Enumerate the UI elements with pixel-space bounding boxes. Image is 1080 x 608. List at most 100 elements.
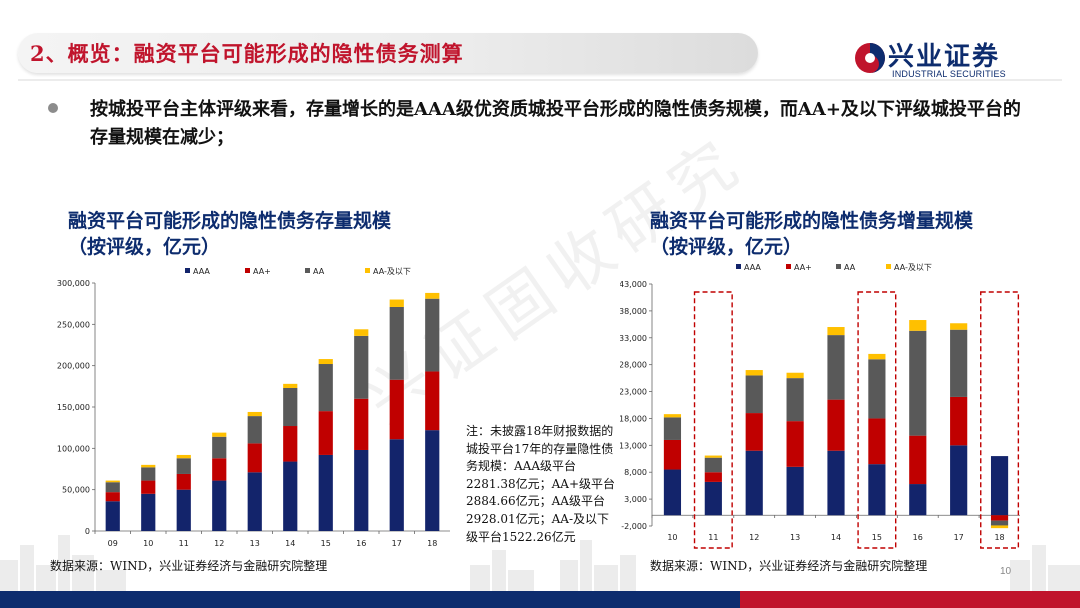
legend-swatch bbox=[786, 264, 791, 269]
bar-AA+-10 bbox=[663, 439, 682, 470]
y-tick-label: 250,000 bbox=[57, 320, 90, 329]
bar-AA-16 bbox=[354, 335, 369, 399]
legend-swatch bbox=[185, 268, 190, 273]
highlight-box bbox=[857, 291, 897, 549]
bar-AAA-10 bbox=[663, 469, 682, 516]
legend-label: AA-及以下 bbox=[373, 267, 411, 276]
bar-AA+-14 bbox=[283, 426, 298, 462]
bar-AA-及以下-17 bbox=[389, 299, 404, 307]
bar-AA+-15 bbox=[318, 411, 333, 455]
bar-AA-及以下-17 bbox=[950, 323, 968, 330]
left-chart-title-line2: （按评级，亿元） bbox=[68, 236, 221, 258]
bar-AAA-17 bbox=[389, 439, 404, 531]
bar-AAA-16 bbox=[354, 449, 369, 531]
bar-AA-12 bbox=[212, 436, 227, 459]
legend-swatch bbox=[365, 268, 370, 273]
bar-AA+-15 bbox=[868, 418, 886, 465]
logo-emblem-icon bbox=[855, 43, 885, 73]
bar-AAA-12 bbox=[745, 450, 763, 516]
bar-AA+-17 bbox=[950, 396, 968, 446]
right-chart-source: 数据来源：WIND，兴业证券经济与金融研究院整理 bbox=[650, 559, 928, 573]
bar-AAA-10 bbox=[141, 493, 156, 531]
bar-AA+-16 bbox=[909, 435, 927, 485]
bullet-icon bbox=[48, 103, 58, 113]
y-tick-label: 3,000 bbox=[624, 495, 647, 504]
x-tick-label: 17 bbox=[392, 539, 402, 548]
bar-AA-11 bbox=[704, 457, 722, 473]
bar-AA-及以下-18 bbox=[990, 525, 1009, 529]
legend-swatch bbox=[836, 264, 841, 269]
bar-AA-14 bbox=[283, 387, 298, 427]
bar-AAA-17 bbox=[950, 445, 968, 516]
header-divider bbox=[18, 79, 1062, 81]
x-tick-label: 15 bbox=[321, 539, 331, 548]
bar-AA-及以下-15 bbox=[318, 359, 333, 365]
y-tick-label: 50,000 bbox=[62, 486, 90, 495]
y-tick-label: 8,000 bbox=[624, 468, 647, 477]
bar-AAA-12 bbox=[212, 480, 227, 531]
left-chart-source: 数据来源：WIND，兴业证券经济与金融研究院整理 bbox=[50, 559, 328, 573]
bar-AA-12 bbox=[745, 375, 763, 414]
page-title: 2、概览：融资平台可能形成的隐性债务测算 bbox=[30, 41, 464, 66]
bar-AA-及以下-14 bbox=[283, 383, 298, 388]
bar-AA+-18 bbox=[425, 371, 440, 431]
bar-AA-11 bbox=[176, 458, 191, 474]
chart-note: 注：未披露18年财报数据的城投平台17年的存量隐性债务规模：AAA级平台2281… bbox=[466, 424, 616, 544]
y-tick-label: 38,000 bbox=[620, 307, 647, 316]
legend-label: AAA bbox=[744, 263, 761, 272]
legend-swatch bbox=[886, 264, 891, 269]
x-tick-label: 16 bbox=[356, 539, 366, 548]
bar-AAA-09 bbox=[105, 501, 120, 531]
bar-AAA-13 bbox=[786, 466, 804, 516]
bar-AA-及以下-18 bbox=[425, 292, 440, 299]
legend-swatch bbox=[305, 268, 310, 273]
x-tick-label: 18 bbox=[994, 533, 1004, 542]
y-tick-label: 0 bbox=[85, 527, 90, 536]
bar-AA+-11 bbox=[176, 473, 191, 490]
legend-label: AAA bbox=[193, 267, 210, 276]
x-tick-label: 15 bbox=[872, 533, 882, 542]
left-chart-title: 融资平台可能形成的隐性债务存量规模 （按评级，亿元） bbox=[68, 208, 391, 260]
legend-label: AA+ bbox=[253, 267, 271, 276]
x-tick-label: 14 bbox=[831, 533, 841, 542]
legend-label: AA-及以下 bbox=[894, 263, 932, 272]
x-tick-label: 17 bbox=[954, 533, 964, 542]
bar-AA-10 bbox=[663, 417, 682, 440]
legend-swatch bbox=[736, 264, 741, 269]
bar-AA+-09 bbox=[105, 492, 120, 502]
bar-AA-及以下-10 bbox=[663, 414, 682, 418]
bar-AA-09 bbox=[105, 482, 120, 493]
bar-AA-及以下-13 bbox=[247, 411, 262, 417]
y-tick-label: 300,000 bbox=[57, 279, 90, 288]
bar-AA-18 bbox=[990, 520, 1009, 526]
highlight-box bbox=[980, 291, 1020, 549]
y-tick-label: 28,000 bbox=[620, 361, 647, 370]
bar-AAA-13 bbox=[247, 472, 262, 531]
left-chart-title-line1: 融资平台可能形成的隐性债务存量规模 bbox=[68, 210, 392, 232]
brand-logo: 兴业证券 INDUSTRIAL SECURITIES bbox=[854, 36, 1054, 84]
bar-AA-及以下-09 bbox=[105, 480, 120, 483]
right-chart-title-line1: 融资平台可能形成的隐性债务增量规模 bbox=[650, 210, 974, 232]
bar-AA-及以下-11 bbox=[176, 454, 191, 459]
right-chart-title-line2: （按评级，亿元） bbox=[650, 236, 803, 258]
bar-AA-及以下-14 bbox=[827, 327, 845, 336]
x-tick-label: 10 bbox=[667, 533, 677, 542]
bar-AA-及以下-16 bbox=[909, 320, 927, 331]
bar-AA-15 bbox=[868, 359, 886, 419]
legend-label: AA bbox=[313, 267, 325, 276]
bar-AA+-12 bbox=[212, 458, 227, 481]
bar-AAA-14 bbox=[827, 450, 845, 516]
legend-swatch bbox=[245, 268, 250, 273]
x-tick-label: 14 bbox=[285, 539, 295, 548]
logo-text-en: INDUSTRIAL SECURITIES bbox=[892, 69, 1006, 79]
y-tick-label: 33,000 bbox=[620, 334, 647, 343]
bar-AAA-11 bbox=[176, 489, 191, 531]
x-tick-label: 12 bbox=[749, 533, 759, 542]
bar-AA-16 bbox=[909, 330, 927, 436]
page-number: 10 bbox=[1000, 566, 1012, 577]
bar-AAA-15 bbox=[318, 454, 333, 531]
bar-AA-及以下-12 bbox=[212, 432, 227, 437]
logo-text-cn: 兴业证券 bbox=[888, 42, 1001, 72]
x-tick-label: 18 bbox=[427, 539, 437, 548]
x-tick-label: 10 bbox=[143, 539, 153, 548]
